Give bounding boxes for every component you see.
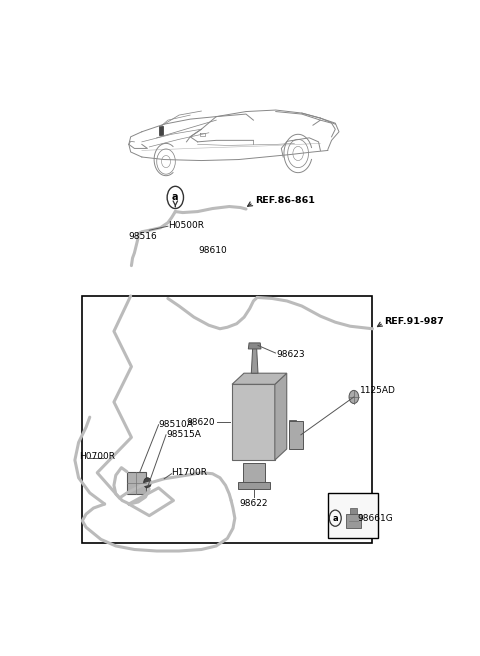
- Polygon shape: [248, 343, 261, 349]
- Text: REF.86-861: REF.86-861: [255, 196, 315, 205]
- Bar: [347, 514, 360, 528]
- Text: 98510A: 98510A: [158, 420, 193, 429]
- Text: H1700R: H1700R: [172, 468, 208, 477]
- Text: 98623: 98623: [276, 350, 305, 359]
- Text: 98661G: 98661G: [358, 514, 393, 523]
- Bar: [288, 421, 303, 449]
- Bar: [83, 296, 372, 543]
- Bar: [243, 462, 265, 483]
- Text: a: a: [333, 514, 338, 523]
- Text: REF.91-987: REF.91-987: [384, 317, 444, 325]
- Text: 98515A: 98515A: [166, 430, 201, 440]
- Polygon shape: [275, 373, 287, 460]
- Polygon shape: [232, 373, 287, 384]
- Text: 98610: 98610: [198, 246, 227, 255]
- Bar: [238, 482, 270, 489]
- Text: 98620: 98620: [187, 418, 216, 426]
- Text: H0500R: H0500R: [168, 220, 204, 230]
- Text: 1125AD: 1125AD: [360, 386, 396, 396]
- Text: H0700R: H0700R: [79, 452, 115, 461]
- Circle shape: [349, 390, 359, 403]
- Bar: [288, 420, 296, 438]
- Bar: [350, 508, 357, 514]
- Bar: [127, 472, 145, 494]
- Text: 98516: 98516: [129, 232, 157, 241]
- Polygon shape: [252, 346, 258, 373]
- Bar: [158, 126, 163, 135]
- Bar: [232, 384, 275, 460]
- Text: a: a: [172, 192, 179, 203]
- Text: 98622: 98622: [240, 499, 268, 508]
- Bar: [328, 493, 378, 539]
- Circle shape: [144, 478, 151, 488]
